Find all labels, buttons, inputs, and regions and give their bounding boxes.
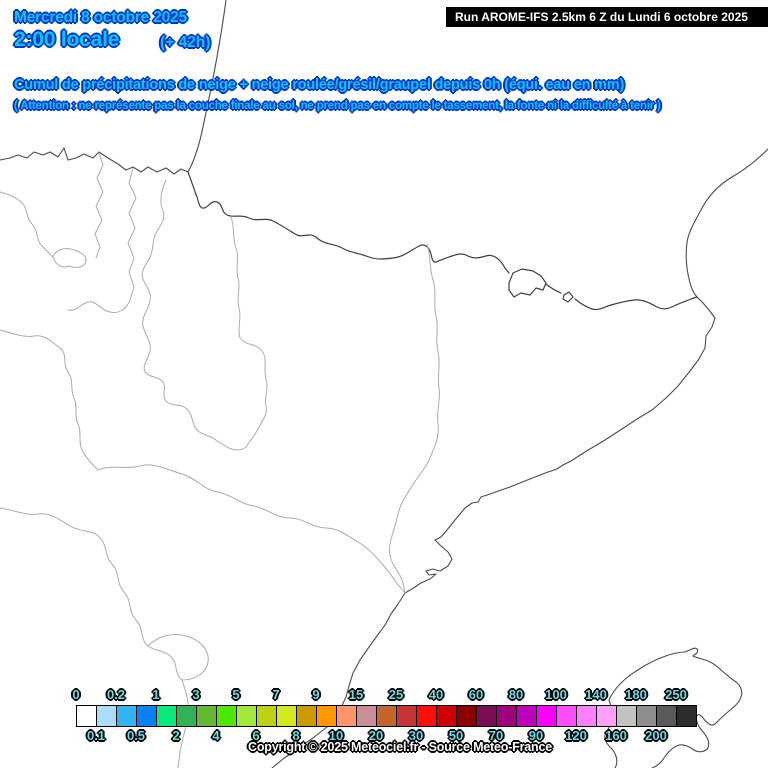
border-gipuzkoa xyxy=(94,152,104,259)
border-pyrenees xyxy=(187,171,510,274)
scale-cell xyxy=(336,705,357,727)
scale-cell xyxy=(96,705,117,727)
scale-cell xyxy=(116,705,137,727)
scale-tick-label: 60 xyxy=(468,687,484,702)
border-andorra xyxy=(508,268,547,298)
scale-cell xyxy=(396,705,417,727)
scale-cell xyxy=(516,705,537,727)
scale-tick-label: 90 xyxy=(528,728,544,743)
scale-cell xyxy=(596,705,617,727)
border-navarra-east xyxy=(216,216,268,451)
scale-tick-label: 50 xyxy=(448,728,464,743)
scale-tick-label: 6 xyxy=(252,728,260,743)
border-trevino-enclave xyxy=(52,248,87,268)
scale-tick-label: 0.5 xyxy=(126,728,146,743)
scale-cell xyxy=(196,705,217,727)
scale-cell xyxy=(436,705,457,727)
scale-tick-label: 40 xyxy=(428,687,444,702)
border-rioja xyxy=(0,329,99,471)
map-title: Cumul de précipitations de neige + neige… xyxy=(14,77,625,93)
scale-tick-label: 25 xyxy=(388,687,404,702)
border-pyrenees-east xyxy=(545,283,698,311)
scale-cell xyxy=(556,705,577,727)
border-catalonia-west xyxy=(389,243,440,594)
scale-tick-label: 15 xyxy=(348,687,364,702)
scale-tick-label: 140 xyxy=(585,687,607,702)
scale-tick-label: 0 xyxy=(72,687,80,702)
scale-tick-label: 30 xyxy=(408,728,424,743)
scale-tick-label: 8 xyxy=(292,728,300,743)
border-alava-west xyxy=(0,191,54,258)
scale-cell xyxy=(636,705,657,727)
scale-cell xyxy=(136,705,157,727)
scale-cell xyxy=(616,705,637,727)
coastline-catalonia-ebro xyxy=(271,296,716,768)
scale-tick-label: 70 xyxy=(488,728,504,743)
scale-tick-label: 9 xyxy=(312,687,320,702)
scale-cell xyxy=(536,705,557,727)
coastline-north-spain xyxy=(0,147,189,175)
scale-cell xyxy=(416,705,437,727)
scale-tick-label: 200 xyxy=(645,728,667,743)
scale-tick-label: 20 xyxy=(368,728,384,743)
country-borders xyxy=(187,171,698,311)
border-aragon-south xyxy=(97,464,406,594)
scale-tick-label: 160 xyxy=(605,728,627,743)
scale-tick-label: 80 xyxy=(508,687,524,702)
scale-cell xyxy=(296,705,317,727)
scale-cell xyxy=(236,705,257,727)
copyright-label: Copyright © 2025 Meteociel.fr - Source M… xyxy=(248,740,552,754)
scale-tick-label: 0.1 xyxy=(86,728,106,743)
map-warning-note: ( Attention : ne représente pas la couch… xyxy=(14,100,661,112)
scale-tick-label: 100 xyxy=(545,687,567,702)
scale-cell xyxy=(496,705,517,727)
scale-cell xyxy=(216,705,237,727)
coastline-mediterranean-france xyxy=(685,148,768,298)
scale-cell xyxy=(656,705,677,727)
region-borders xyxy=(0,152,440,768)
scale-cell xyxy=(376,705,397,727)
scale-tick-label: 180 xyxy=(625,687,647,702)
scale-tick-label: 0.2 xyxy=(106,687,126,702)
scale-tick-label: 4 xyxy=(212,728,220,743)
border-soria-teruel xyxy=(0,507,183,681)
scale-cell xyxy=(356,705,377,727)
scale-cell xyxy=(316,705,337,727)
scale-tick-label: 7 xyxy=(272,687,280,702)
border-bizkaia-alava xyxy=(67,167,137,313)
scale-cell xyxy=(76,705,97,727)
border-navarra-west xyxy=(141,179,218,442)
scale-cell xyxy=(256,705,277,727)
border-llivia-enclave xyxy=(562,291,574,303)
scale-cell xyxy=(676,705,697,727)
scale-cell xyxy=(276,705,297,727)
scale-tick-label: 250 xyxy=(665,687,687,702)
model-run-banner: Run AROME-IFS 2.5km 6 Z du Lundi 6 octob… xyxy=(446,7,768,27)
scale-tick-label: 5 xyxy=(232,687,240,702)
scale-tick-label: 2 xyxy=(172,728,180,743)
scale-cell xyxy=(456,705,477,727)
scale-tick-label: 10 xyxy=(328,728,344,743)
forecast-offset-label: (+ 42h) xyxy=(160,34,211,51)
scale-cell xyxy=(156,705,177,727)
scale-tick-label: 120 xyxy=(565,728,587,743)
date-label: Mercredi 8 octobre 2025 xyxy=(14,9,187,26)
scale-cell xyxy=(576,705,597,727)
scale-cell xyxy=(476,705,497,727)
scale-tick-label: 3 xyxy=(192,687,200,702)
scale-cell xyxy=(176,705,197,727)
scale-tick-label: 1 xyxy=(152,687,160,702)
coastline-atlantic-france xyxy=(187,0,227,173)
local-time-label: 2:00 locale xyxy=(14,28,120,51)
